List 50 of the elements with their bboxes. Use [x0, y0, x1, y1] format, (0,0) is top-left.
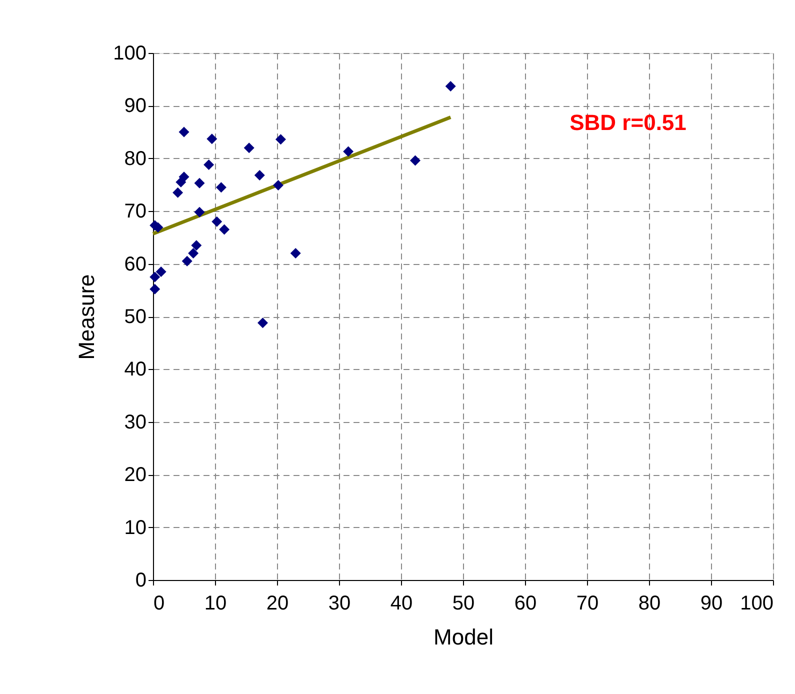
y-tick-label: 70: [124, 200, 146, 223]
point: [410, 155, 421, 166]
point: [204, 159, 214, 170]
y-tick-label: 60: [124, 253, 146, 276]
point: [254, 170, 265, 181]
x-tick-label: 100: [740, 592, 774, 614]
point: [150, 272, 160, 282]
y-tick-label: 40: [124, 358, 146, 381]
x-tick-label: 80: [638, 592, 661, 614]
y-tick-label: 80: [124, 148, 146, 170]
point: [182, 256, 192, 266]
point: [272, 180, 284, 191]
y-tick-label: 100: [113, 42, 146, 64]
point: [191, 240, 202, 251]
point: [206, 134, 218, 144]
point: [194, 178, 205, 188]
x-tick-label: 20: [266, 592, 289, 614]
y-tick-label: 90: [124, 95, 146, 118]
point: [194, 206, 205, 218]
x-axis-title: Model: [434, 624, 494, 650]
point: [275, 134, 286, 145]
point: [244, 142, 254, 154]
point: [216, 182, 226, 193]
y-tick-label: 50: [124, 306, 146, 328]
point: [178, 172, 190, 182]
y-tick-label: 10: [124, 516, 146, 539]
y-tick-label: 0: [135, 570, 146, 592]
point: [290, 248, 301, 259]
point: [257, 318, 268, 328]
point: [343, 146, 354, 157]
point: [219, 224, 230, 235]
point: [212, 216, 222, 227]
x-tick-label: 0: [154, 592, 165, 614]
point: [150, 284, 160, 294]
x-tick-label: 70: [576, 592, 599, 614]
x-tick-label: 50: [452, 592, 475, 614]
y-tick-label: 20: [124, 464, 146, 486]
x-tick-label: 60: [514, 592, 537, 614]
point: [178, 126, 190, 138]
x-tick-label: 90: [700, 592, 723, 614]
y-axis-title: Measure: [74, 274, 100, 360]
x-tick-label: 30: [328, 592, 351, 614]
point: [156, 266, 166, 277]
y-tick-label: 30: [124, 411, 146, 434]
x-tick-label: 40: [390, 592, 413, 614]
point: [172, 187, 184, 198]
annotation: SBD r=0.51: [570, 110, 686, 135]
point: [188, 248, 199, 259]
x-tick-label: 10: [204, 592, 227, 614]
point: [445, 80, 456, 92]
